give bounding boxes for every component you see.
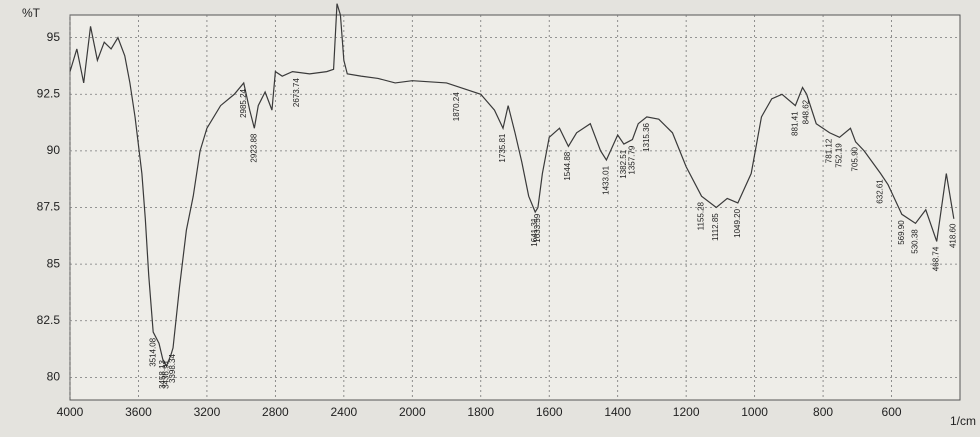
peak-label: 2985.24 <box>239 88 248 117</box>
peak-label: 2673.74 <box>292 78 301 107</box>
x-tick-label: 4000 <box>57 405 84 419</box>
peak-label: 3398.34 <box>168 354 177 383</box>
y-tick-label: 87.5 <box>37 200 61 214</box>
peak-label: 848.62 <box>802 99 811 124</box>
peak-label: 781.12 <box>825 138 834 163</box>
x-tick-label: 3600 <box>125 405 152 419</box>
peak-label: 2923.88 <box>249 133 258 162</box>
peak-label: 1315.36 <box>642 122 651 151</box>
x-tick-label: 800 <box>813 405 833 419</box>
peak-label: 530.38 <box>910 229 919 254</box>
peak-label: 1155.28 <box>697 201 706 230</box>
peak-label: 1633.59 <box>533 213 542 242</box>
peak-label: 3514.08 <box>148 337 157 366</box>
x-tick-label: 3200 <box>194 405 221 419</box>
y-tick-label: 95 <box>47 30 61 44</box>
y-tick-label: 90 <box>47 143 61 157</box>
peak-label: 881.41 <box>790 111 799 136</box>
y-axis-label: %T <box>22 6 41 20</box>
peak-label: 1112.85 <box>711 213 720 241</box>
x-tick-label: 2000 <box>399 405 426 419</box>
peak-label: 752.19 <box>835 143 844 168</box>
peak-label: 1544.88 <box>563 151 572 180</box>
x-tick-label: 1800 <box>467 405 494 419</box>
peak-label: 3436.91 <box>161 359 170 388</box>
x-tick-label: 2800 <box>262 405 289 419</box>
peak-label: 632.61 <box>875 179 884 204</box>
spectrum-line <box>69 3 955 368</box>
x-tick-label: 1400 <box>604 405 631 419</box>
x-tick-label: 600 <box>882 405 902 419</box>
peak-label: 1049.20 <box>733 208 742 237</box>
y-tick-label: 82.5 <box>37 313 61 327</box>
x-tick-label: 2400 <box>330 405 357 419</box>
peak-label: 705.90 <box>850 146 859 171</box>
y-tick-label: 92.5 <box>37 86 61 100</box>
peak-label: 1641.31 <box>530 217 539 246</box>
peak-label: 3458.13 <box>158 359 167 388</box>
peak-label: 1870.24 <box>452 92 461 121</box>
y-tick-label: 85 <box>47 256 61 270</box>
peak-label: 1433.01 <box>602 165 611 194</box>
peak-label: 1382.51 <box>619 149 628 178</box>
peak-label: 418.60 <box>949 223 958 248</box>
peak-label: 468.74 <box>932 246 941 271</box>
x-tick-label: 1600 <box>536 405 563 419</box>
peak-label: 1357.79 <box>627 145 636 174</box>
y-tick-label: 80 <box>47 370 61 384</box>
x-axis-label: 1/cm <box>950 414 976 428</box>
peak-label: 1735.81 <box>498 133 507 162</box>
x-tick-label: 1200 <box>673 405 700 419</box>
peak-label: 569.90 <box>897 220 906 245</box>
x-tick-label: 1000 <box>741 405 768 419</box>
